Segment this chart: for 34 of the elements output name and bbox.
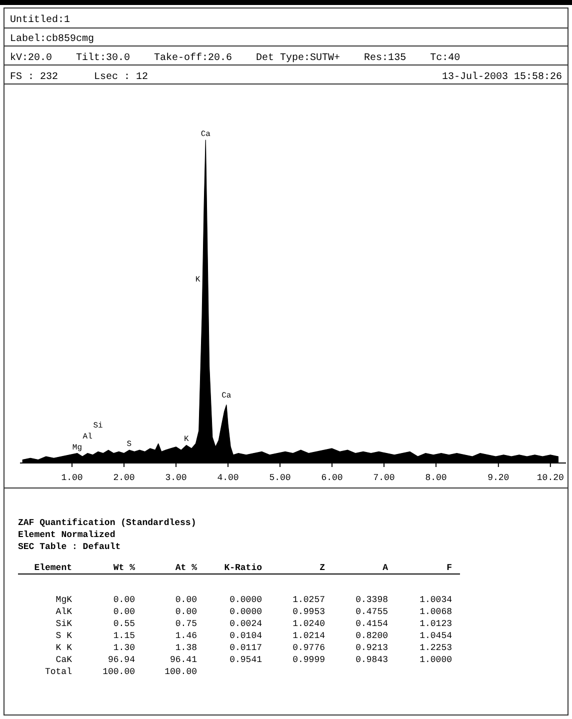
text: ZAF Quantification (Standardless) (18, 518, 196, 528)
text: Element Wt % At % K-Ratio Z A F (34, 563, 452, 573)
annotation: Ca (222, 392, 232, 401)
text: SiK 0.55 0.75 0.0024 1.0240 0.4154 1.0123 (56, 619, 452, 629)
text: FS : 232 Lsec : 12 (10, 72, 148, 83)
annotation: Ca (200, 130, 211, 139)
text: MgK 0.00 0.00 0.0000 1.0257 0.3398 1.0034 (56, 595, 452, 605)
text: SEC Table : Default (18, 542, 121, 552)
annotation: K (184, 435, 189, 444)
chart-title: Untitled:1 (10, 14, 70, 26)
text: AlK 0.00 0.00 0.0000 0.9953 0.4755 1.0068 (56, 607, 452, 617)
annotation: Si (93, 421, 103, 430)
chart-subtitle: Label:cb859cmg (10, 33, 94, 45)
annotation: Mg (72, 443, 82, 452)
x-tick-label: 10.20 (536, 473, 564, 483)
x-tick-label: 8.00 (425, 473, 447, 483)
x-tick-label: 6.00 (321, 473, 343, 483)
text: 13-Jul-2003 15:58:26 (442, 71, 562, 83)
annotation: S (126, 440, 132, 450)
x-tick-label: 1.00 (61, 473, 83, 483)
x-tick-label: 5.00 (269, 473, 291, 483)
text: Element Normalized (18, 530, 116, 540)
x-tick-label: 4.00 (217, 473, 239, 483)
text: S K 1.15 1.46 0.0104 1.0214 0.8200 1.0454 (56, 631, 452, 641)
text: CaK 96.94 96.41 0.9541 0.9999 0.9843 1.0000 (56, 655, 452, 665)
text: K K 1.30 1.38 0.0117 0.9776 0.9213 1.2253 (56, 643, 452, 653)
x-tick-label: 3.00 (165, 473, 187, 483)
text: kV:20.0 Tilt:30.0 Take-off:20.6 Det Type:SUTW+ Res:135 Tc:40 (10, 52, 460, 64)
text: Total 100.00 100.00 (44, 667, 197, 677)
x-tick-label: 7.00 (373, 473, 395, 483)
x-tick-label: 9.20 (488, 473, 510, 483)
x-tick-label: 2.00 (113, 473, 135, 483)
annotation: Al (82, 432, 93, 442)
annotation: K (195, 275, 200, 284)
